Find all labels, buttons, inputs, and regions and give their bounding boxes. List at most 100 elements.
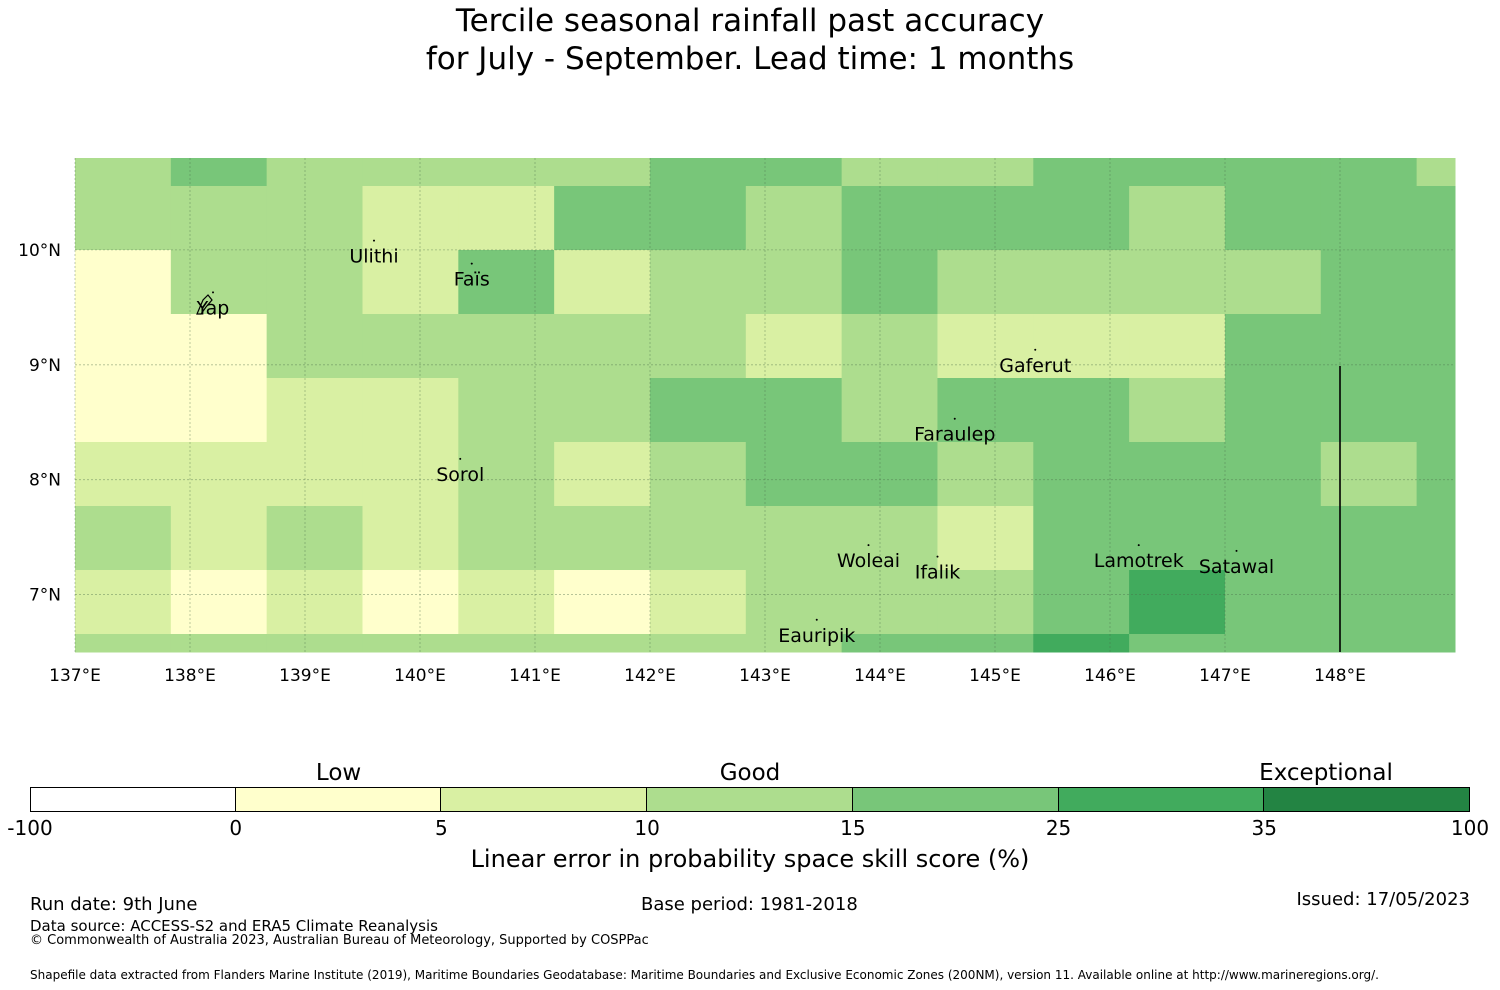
skill-cell xyxy=(458,506,555,571)
data-source: Data source: ACCESS-S2 and ERA5 Climate … xyxy=(30,917,438,935)
skill-cell xyxy=(1416,634,1456,653)
skill-cell xyxy=(75,634,172,653)
colorbar-tick-label: 5 xyxy=(435,816,448,840)
graticule xyxy=(74,158,1455,652)
skill-cell xyxy=(554,250,651,315)
island-markers xyxy=(196,294,213,315)
longitude-ticks: 137°E 138°E 139°E 140°E 141°E 142°E 143°E 144°E… xyxy=(49,666,1366,686)
skill-cell xyxy=(649,186,747,251)
skill-cell xyxy=(649,378,747,443)
longitude-tick-label: 141°E xyxy=(509,666,561,686)
skill-cell xyxy=(937,250,1034,315)
skill-cell xyxy=(362,186,459,251)
skill-cell xyxy=(745,250,843,315)
skill-cell xyxy=(1033,378,1130,443)
place-label: Faïs xyxy=(454,269,490,291)
skill-cell xyxy=(841,506,938,571)
skill-cell xyxy=(266,378,363,443)
skill-cell xyxy=(1129,634,1226,653)
skill-cell xyxy=(1416,250,1456,315)
longitude-tick-label: 142°E xyxy=(624,666,676,686)
skill-cell xyxy=(1320,250,1418,315)
skill-cell xyxy=(170,634,268,653)
skill-cell xyxy=(362,250,459,315)
colorbar-segment xyxy=(30,787,236,812)
skill-cell xyxy=(1129,314,1226,379)
island-dot xyxy=(459,457,462,460)
skill-cell xyxy=(170,250,268,315)
skill-cell xyxy=(266,442,363,507)
skill-cell xyxy=(554,506,651,571)
run-date: Run date: 9th June xyxy=(30,894,198,915)
skill-cell xyxy=(649,314,747,379)
skill-cell xyxy=(1320,378,1418,443)
skill-cell xyxy=(1224,186,1322,251)
skill-cell xyxy=(458,442,555,507)
skill-cell xyxy=(458,570,555,635)
skill-cell xyxy=(649,634,747,653)
skill-cell xyxy=(1033,506,1130,571)
skill-cell xyxy=(1033,442,1130,507)
place-label: Yap xyxy=(196,297,230,319)
skill-cell xyxy=(458,158,555,187)
colorbar-tick-label: 100 xyxy=(1450,816,1490,840)
skill-cell xyxy=(937,158,1034,187)
skill-cell xyxy=(1320,634,1418,653)
island-dot xyxy=(953,417,956,420)
skill-cell xyxy=(75,442,172,507)
skill-cell xyxy=(649,506,747,571)
skill-cell xyxy=(75,250,172,315)
skill-cell xyxy=(170,442,268,507)
skill-cell xyxy=(362,506,459,571)
colorbar-tick-label: 35 xyxy=(1251,816,1278,840)
skill-cell xyxy=(1129,506,1226,571)
skill-cell xyxy=(266,250,363,315)
skill-cell xyxy=(554,314,651,379)
longitude-tick-label: 146°E xyxy=(1084,666,1136,686)
skill-cell xyxy=(170,186,268,251)
skill-cell xyxy=(1416,186,1456,251)
skill-cell xyxy=(554,158,651,187)
skill-cell xyxy=(75,158,172,187)
colorbar-category-label: Exceptional xyxy=(1259,760,1393,786)
skill-cell xyxy=(649,158,747,187)
skill-cell xyxy=(362,158,459,187)
skill-cell xyxy=(458,250,555,315)
skill-cell xyxy=(1224,158,1322,187)
skill-cell xyxy=(1224,314,1322,379)
colorbar-segment xyxy=(1058,787,1265,812)
skill-cell xyxy=(1033,314,1130,379)
longitude-tick-label: 144°E xyxy=(854,666,906,686)
skill-cell xyxy=(841,634,938,653)
skill-cell xyxy=(937,634,1034,653)
shapefile-credit: Shapefile data extracted from Flanders M… xyxy=(30,968,1379,982)
skill-cell xyxy=(1129,186,1226,251)
skill-cell xyxy=(649,442,747,507)
longitude-tick-label: 148°E xyxy=(1314,666,1366,686)
skill-cell xyxy=(1416,570,1456,635)
skill-cell xyxy=(937,314,1034,379)
skill-cell xyxy=(1320,570,1418,635)
skill-cell xyxy=(649,570,747,635)
skill-cell xyxy=(266,314,363,379)
colorbar-segment xyxy=(852,787,1059,812)
skill-cell xyxy=(1033,570,1130,635)
skill-cell xyxy=(362,634,459,653)
skill-cell xyxy=(1416,158,1456,187)
skill-cell xyxy=(362,378,459,443)
skill-cell xyxy=(745,442,843,507)
longitude-tick-label: 139°E xyxy=(279,666,331,686)
place-label: Faraulep xyxy=(914,424,995,446)
skill-cell xyxy=(75,570,172,635)
skill-cell xyxy=(554,570,651,635)
skill-cell xyxy=(554,186,651,251)
skill-cell xyxy=(170,314,268,379)
skill-cell xyxy=(1224,570,1322,635)
island-dot xyxy=(1137,544,1140,547)
skill-cell xyxy=(458,634,555,653)
latitude-tick-label: 9°N xyxy=(29,356,61,376)
skill-cell xyxy=(266,158,363,187)
skill-cell xyxy=(745,570,843,635)
island-dot xyxy=(1235,549,1238,552)
skill-cell xyxy=(266,506,363,571)
